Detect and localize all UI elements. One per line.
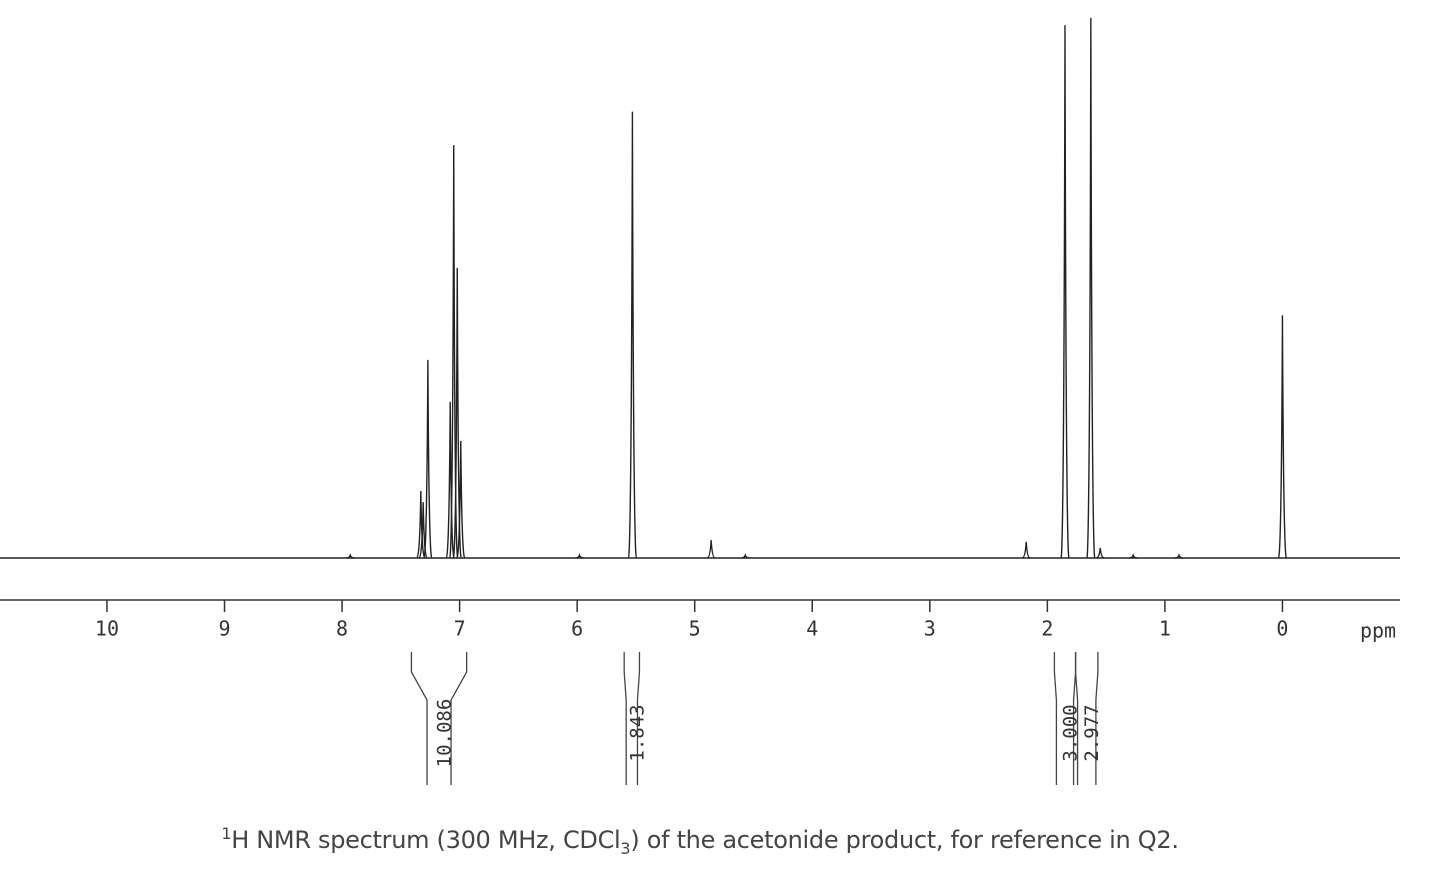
x-tick-label: 7	[454, 617, 466, 641]
peak	[706, 540, 716, 559]
peak	[1096, 547, 1105, 559]
peak	[416, 491, 426, 559]
peak	[445, 401, 455, 559]
peak	[346, 553, 355, 559]
integral-bracket	[410, 652, 468, 785]
x-tick-label: 3	[924, 617, 936, 641]
x-tick-label: 9	[218, 617, 230, 641]
integral-label: 1.843	[626, 704, 648, 761]
peak	[1086, 17, 1096, 559]
peak	[418, 502, 428, 559]
caption-sub: 3	[620, 838, 631, 858]
integral-label: 3.000	[1059, 704, 1081, 761]
x-axis-label: ppm	[1360, 619, 1396, 643]
peak	[627, 111, 638, 559]
peak	[1129, 553, 1138, 559]
x-tick-label: 0	[1276, 617, 1288, 641]
peak	[1060, 25, 1070, 559]
x-tick-label: 5	[689, 617, 701, 641]
caption-text: ) of the acetonide product, for referenc…	[630, 826, 1179, 854]
x-tick-label: 8	[336, 617, 348, 641]
chart: ppm 10 9 8 7 6 5 4 3 2 1 010.086 1.843 3.000 2.977	[0, 17, 1400, 785]
peak	[1174, 553, 1184, 559]
x-tick-label: 10	[95, 617, 119, 641]
integral-label: 10.086	[434, 699, 456, 768]
peak	[456, 440, 466, 559]
peak	[741, 553, 750, 559]
caption-text: H NMR spectrum (300 MHz, CDCl	[231, 826, 621, 854]
integral-bracket	[623, 652, 641, 785]
peak	[1277, 315, 1288, 559]
x-tick-label: 2	[1041, 617, 1053, 641]
peak	[575, 553, 584, 559]
caption-sup: 1	[221, 824, 232, 843]
peak	[449, 145, 459, 559]
x-tick-label: 6	[571, 617, 583, 641]
integral-label: 2.977	[1081, 704, 1103, 761]
integral-bracket	[1074, 652, 1099, 785]
x-tick-label: 1	[1159, 617, 1171, 641]
x-tick-label: 4	[806, 617, 818, 641]
peak	[423, 359, 433, 559]
peak	[1021, 541, 1031, 559]
caption: 1H NMR spectrum (300 MHz, CDCl3) of the …	[0, 824, 1400, 858]
